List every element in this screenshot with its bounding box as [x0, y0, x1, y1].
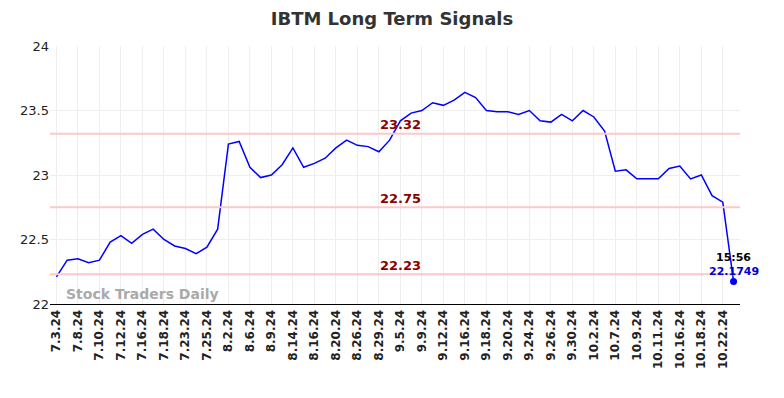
svg-text:8.2.24: 8.2.24: [221, 310, 235, 353]
svg-text:22.75: 22.75: [380, 191, 421, 206]
svg-text:8.9.24: 8.9.24: [264, 310, 278, 353]
svg-text:10.9.24: 10.9.24: [630, 310, 644, 361]
svg-text:8.6.24: 8.6.24: [243, 310, 257, 353]
svg-text:23.5: 23.5: [20, 103, 49, 118]
svg-text:8.14.24: 8.14.24: [286, 310, 300, 361]
svg-text:10.7.24: 10.7.24: [608, 310, 622, 361]
svg-text:7.18.24: 7.18.24: [157, 310, 171, 361]
svg-text:9.30.24: 9.30.24: [565, 310, 579, 361]
svg-text:10.2.24: 10.2.24: [587, 310, 601, 361]
svg-text:7.8.24: 7.8.24: [71, 310, 85, 353]
svg-text:15:56: 15:56: [716, 251, 751, 264]
svg-text:24: 24: [32, 39, 49, 54]
svg-text:9.9.24: 9.9.24: [415, 310, 429, 353]
svg-text:23: 23: [32, 168, 49, 183]
svg-text:9.24.24: 9.24.24: [522, 310, 536, 361]
svg-text:7.12.24: 7.12.24: [114, 310, 128, 361]
svg-text:22: 22: [32, 297, 49, 312]
svg-text:8.29.24: 8.29.24: [372, 310, 386, 361]
svg-text:22.23: 22.23: [380, 258, 421, 273]
svg-text:7.23.24: 7.23.24: [178, 310, 192, 361]
svg-text:10.16.24: 10.16.24: [673, 310, 687, 369]
svg-text:22.5: 22.5: [20, 232, 49, 247]
svg-text:7.10.24: 7.10.24: [92, 310, 106, 361]
svg-text:22.1749: 22.1749: [709, 265, 759, 278]
svg-text:8.16.24: 8.16.24: [307, 310, 321, 361]
svg-text:IBTM Long Term Signals: IBTM Long Term Signals: [271, 8, 514, 29]
svg-text:9.18.24: 9.18.24: [479, 310, 493, 361]
svg-text:23.32: 23.32: [380, 117, 421, 132]
svg-text:8.26.24: 8.26.24: [350, 310, 364, 361]
svg-text:9.12.24: 9.12.24: [436, 310, 450, 361]
svg-text:9.26.24: 9.26.24: [544, 310, 558, 361]
svg-text:7.25.24: 7.25.24: [200, 310, 214, 361]
svg-text:9.16.24: 9.16.24: [458, 310, 472, 361]
svg-text:10.11.24: 10.11.24: [651, 310, 665, 369]
svg-text:10.22.24: 10.22.24: [716, 310, 730, 369]
svg-text:7.16.24: 7.16.24: [135, 310, 149, 361]
svg-text:Stock Traders Daily: Stock Traders Daily: [66, 286, 219, 302]
svg-text:10.18.24: 10.18.24: [694, 310, 708, 369]
svg-text:9.20.24: 9.20.24: [501, 310, 515, 361]
svg-text:7.3.24: 7.3.24: [49, 310, 63, 353]
svg-text:8.20.24: 8.20.24: [329, 310, 343, 361]
svg-text:9.5.24: 9.5.24: [393, 310, 407, 353]
